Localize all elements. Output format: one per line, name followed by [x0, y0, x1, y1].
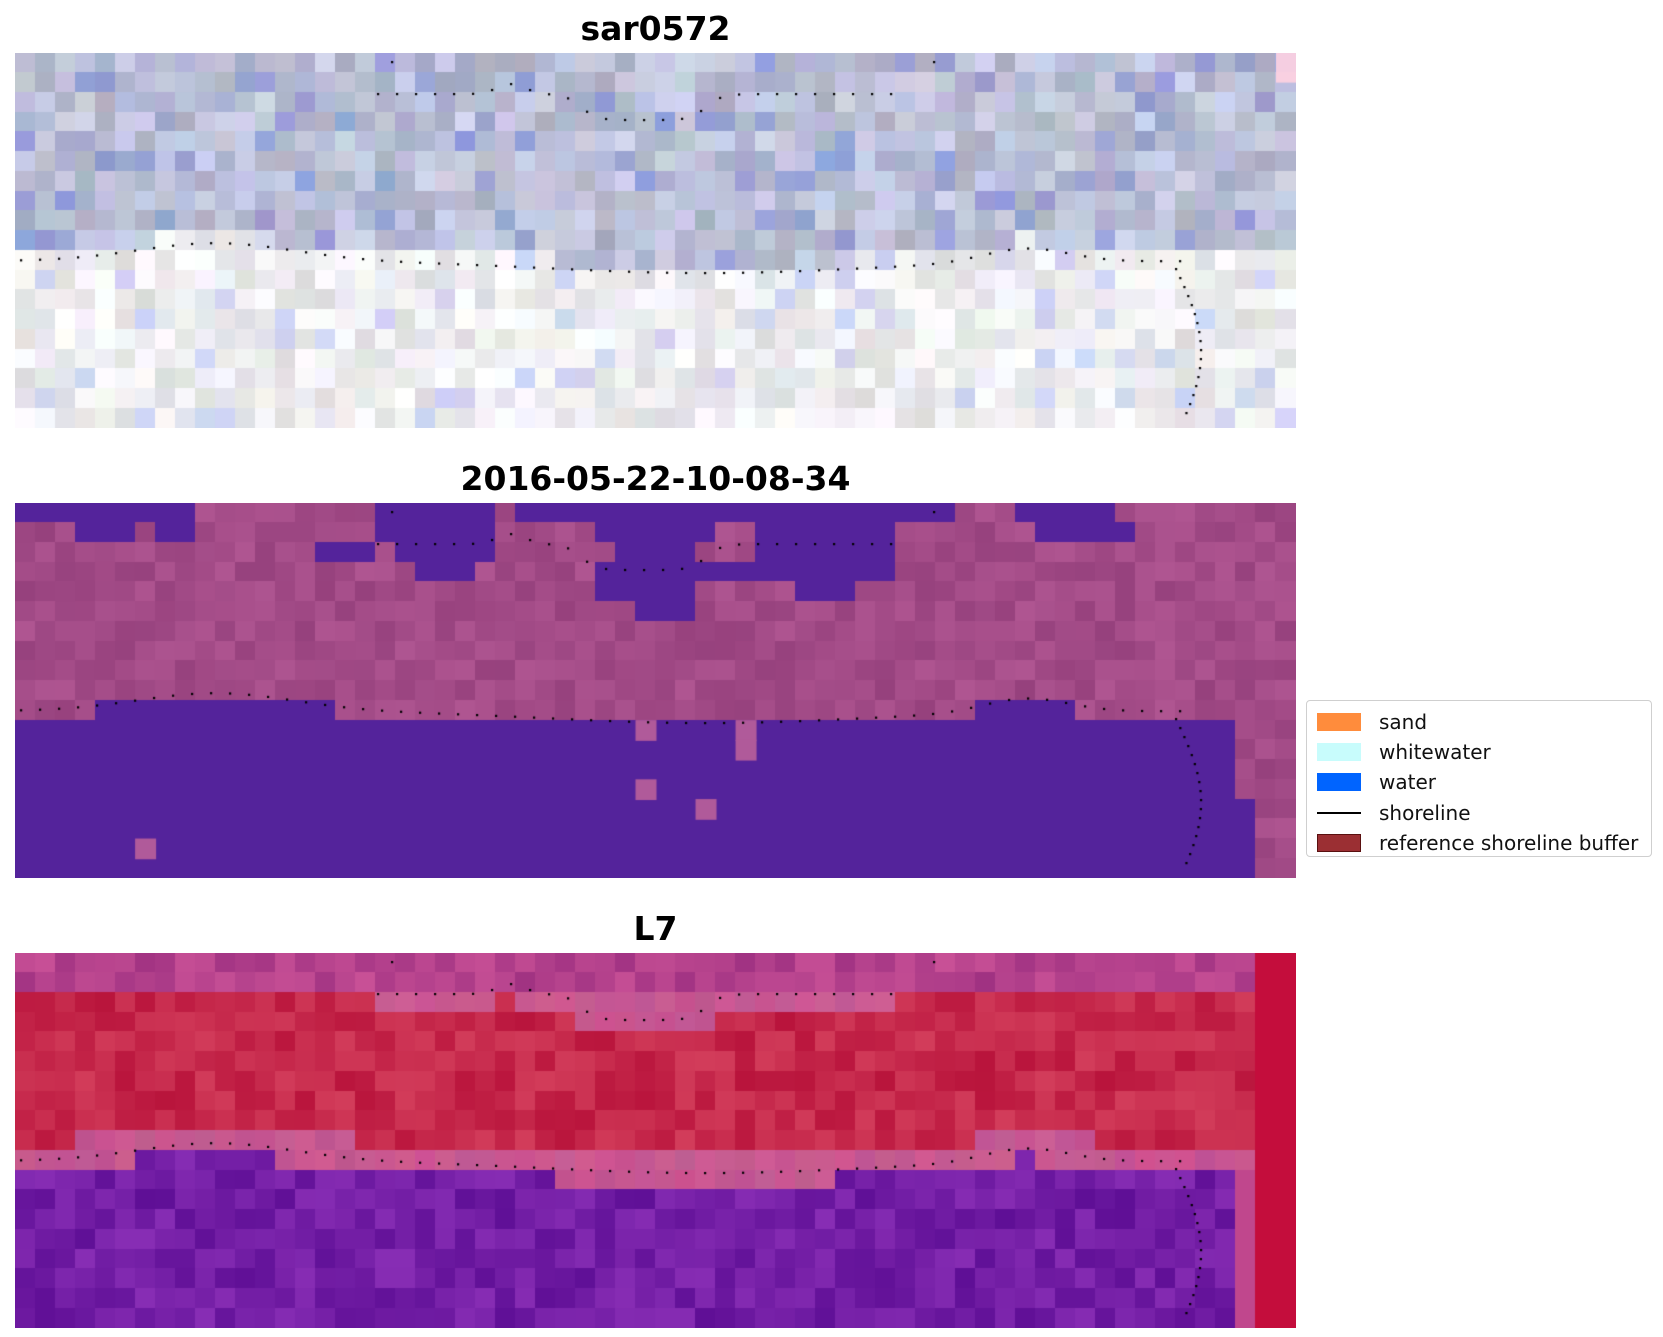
legend-swatch-sand: [1317, 713, 1361, 732]
legend-swatch-shoreline: [1317, 811, 1361, 814]
legend-label-sand: sand: [1379, 710, 1428, 735]
legend-label-reference-buffer: reference shoreline buffer: [1379, 830, 1639, 855]
legend-item-shoreline: shoreline: [1315, 798, 1643, 828]
legend-item-water: water: [1315, 767, 1643, 797]
legend-swatch-water: [1317, 773, 1361, 792]
rgb-image-panel: [15, 53, 1296, 428]
legend-item-sand: sand: [1315, 707, 1643, 737]
legend-swatch-whitewater: [1317, 743, 1361, 762]
legend-label-water: water: [1379, 770, 1436, 795]
legend-label-shoreline: shoreline: [1379, 800, 1471, 825]
panel-title-l7: L7: [633, 909, 678, 948]
legend-item-whitewater: whitewater: [1315, 737, 1643, 767]
classified-image-panel: [15, 503, 1296, 878]
legend-swatch-reference-buffer: [1317, 833, 1361, 852]
legend-item-reference-buffer: reference shoreline buffer: [1315, 828, 1643, 858]
panel-title-sar: sar0572: [580, 9, 731, 48]
legend-label-whitewater: whitewater: [1379, 740, 1491, 765]
legend: sand whitewater water shoreline referenc…: [1306, 700, 1652, 857]
index-image-panel: [15, 953, 1296, 1328]
panel-title-date: 2016-05-22-10-08-34: [460, 459, 851, 498]
